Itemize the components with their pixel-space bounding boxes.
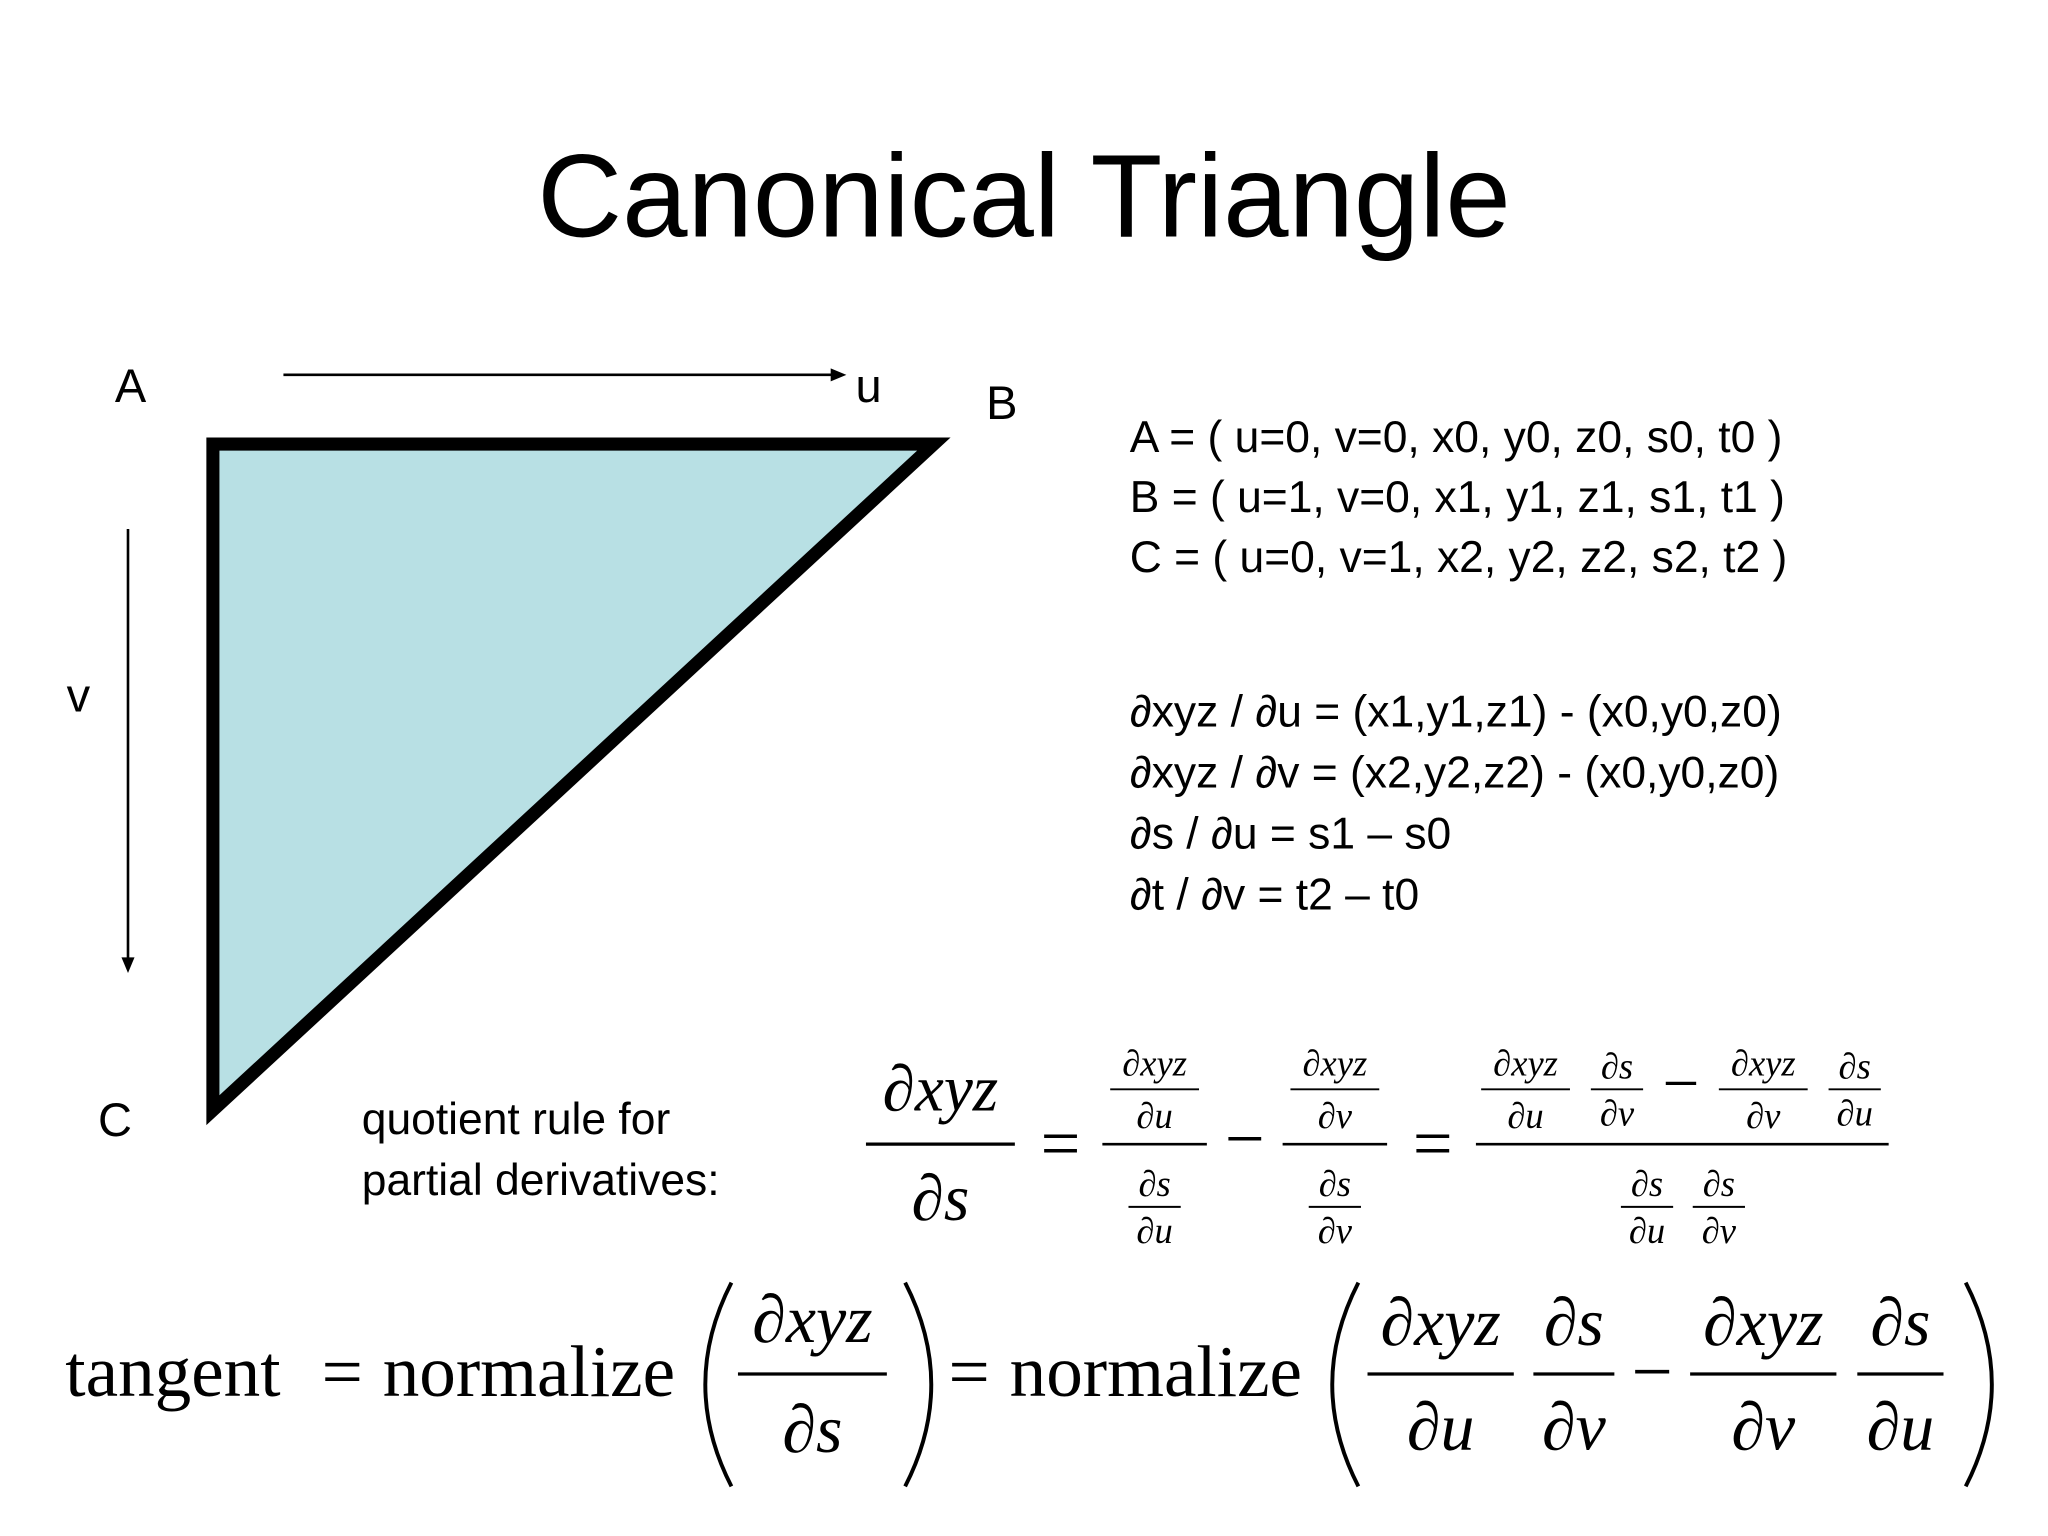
math-operator: − <box>1225 1100 1265 1178</box>
math-term: ∂v <box>1702 1210 1737 1251</box>
math-term: ∂xyz <box>1381 1284 1501 1360</box>
math-operator: = <box>1041 1105 1081 1183</box>
v-arrowhead <box>121 957 135 974</box>
math-term: ∂u <box>1136 1095 1172 1136</box>
paren <box>1330 1281 1361 1488</box>
math-operator: − <box>1663 1048 1700 1120</box>
math-term: ∂v <box>1318 1095 1353 1136</box>
coordinate-line: C = ( u=0, v=1, x2, y2, z2, s2, t2 ) <box>1130 533 1788 582</box>
math-term: ∂v <box>1600 1092 1635 1133</box>
math-term: ∂s <box>1839 1045 1871 1086</box>
triangle <box>206 437 951 1126</box>
math-word: tangent <box>65 1331 280 1412</box>
derivative-line: ∂s / ∂u = s1 – s0 <box>1130 809 1451 858</box>
math-term: ∂u <box>1867 1388 1935 1464</box>
math-term: ∂v <box>1542 1388 1607 1464</box>
quotient-label: partial derivatives: <box>362 1156 720 1205</box>
paren <box>703 1281 734 1488</box>
math-term: ∂u <box>1629 1210 1665 1251</box>
slide-title: Canonical Triangle <box>537 130 1511 261</box>
math-term: ∂xyz <box>1731 1043 1796 1084</box>
math-operator: = <box>1413 1105 1453 1183</box>
axis-label: v <box>67 668 91 721</box>
derivative-line: ∂xyz / ∂u = (x1,y1,z1) - (x0,y0,z0) <box>1130 687 1782 736</box>
math-term: ∂xyz <box>1302 1043 1367 1084</box>
math-term: ∂v <box>1731 1388 1796 1464</box>
coordinate-line: B = ( u=1, v=0, x1, y1, z1, s1, t1 ) <box>1130 473 1785 522</box>
u-arrowhead <box>830 368 847 382</box>
paren <box>1963 1281 1994 1488</box>
math-term: ∂v <box>1746 1095 1781 1136</box>
math-word: normalize <box>383 1331 675 1412</box>
derivative-line: ∂t / ∂v = t2 – t0 <box>1130 870 1419 919</box>
vertex-label: C <box>98 1093 132 1146</box>
math-term: ∂xyz <box>1493 1043 1558 1084</box>
math-term: ∂u <box>1507 1095 1543 1136</box>
math-term: ∂u <box>1407 1388 1475 1464</box>
math-operator: = <box>322 1331 363 1412</box>
math-term: ∂s <box>912 1163 970 1235</box>
math-term: ∂s <box>1138 1163 1170 1204</box>
axis-label: u <box>855 359 881 412</box>
math-term: ∂s <box>782 1391 842 1467</box>
math-term: ∂xyz <box>1122 1043 1187 1084</box>
math-term: ∂xyz <box>883 1053 999 1125</box>
derivative-line: ∂xyz / ∂v = (x2,y2,z2) - (x0,y0,z0) <box>1130 748 1779 797</box>
math-term: ∂s <box>1870 1284 1930 1360</box>
math-word: normalize <box>1010 1331 1302 1412</box>
math-term: ∂s <box>1544 1284 1604 1360</box>
math-term: ∂xyz <box>1703 1284 1823 1360</box>
math-term: ∂v <box>1318 1210 1353 1251</box>
math-term: ∂s <box>1319 1163 1351 1204</box>
paren <box>903 1281 934 1488</box>
coordinate-line: A = ( u=0, v=0, x0, y0, z0, s0, t0 ) <box>1130 413 1783 462</box>
math-term: ∂u <box>1136 1210 1172 1251</box>
quotient-label: quotient rule for <box>362 1095 671 1144</box>
math-term: ∂s <box>1601 1045 1633 1086</box>
math-operator: = <box>949 1331 990 1412</box>
vertex-label: A <box>115 359 147 412</box>
math-operator: − <box>1632 1331 1673 1412</box>
vertex-label: B <box>986 376 1017 429</box>
math-term: ∂u <box>1837 1092 1873 1133</box>
math-term: ∂s <box>1631 1163 1663 1204</box>
math-term: ∂s <box>1703 1163 1735 1204</box>
math-term: ∂xyz <box>752 1281 872 1357</box>
